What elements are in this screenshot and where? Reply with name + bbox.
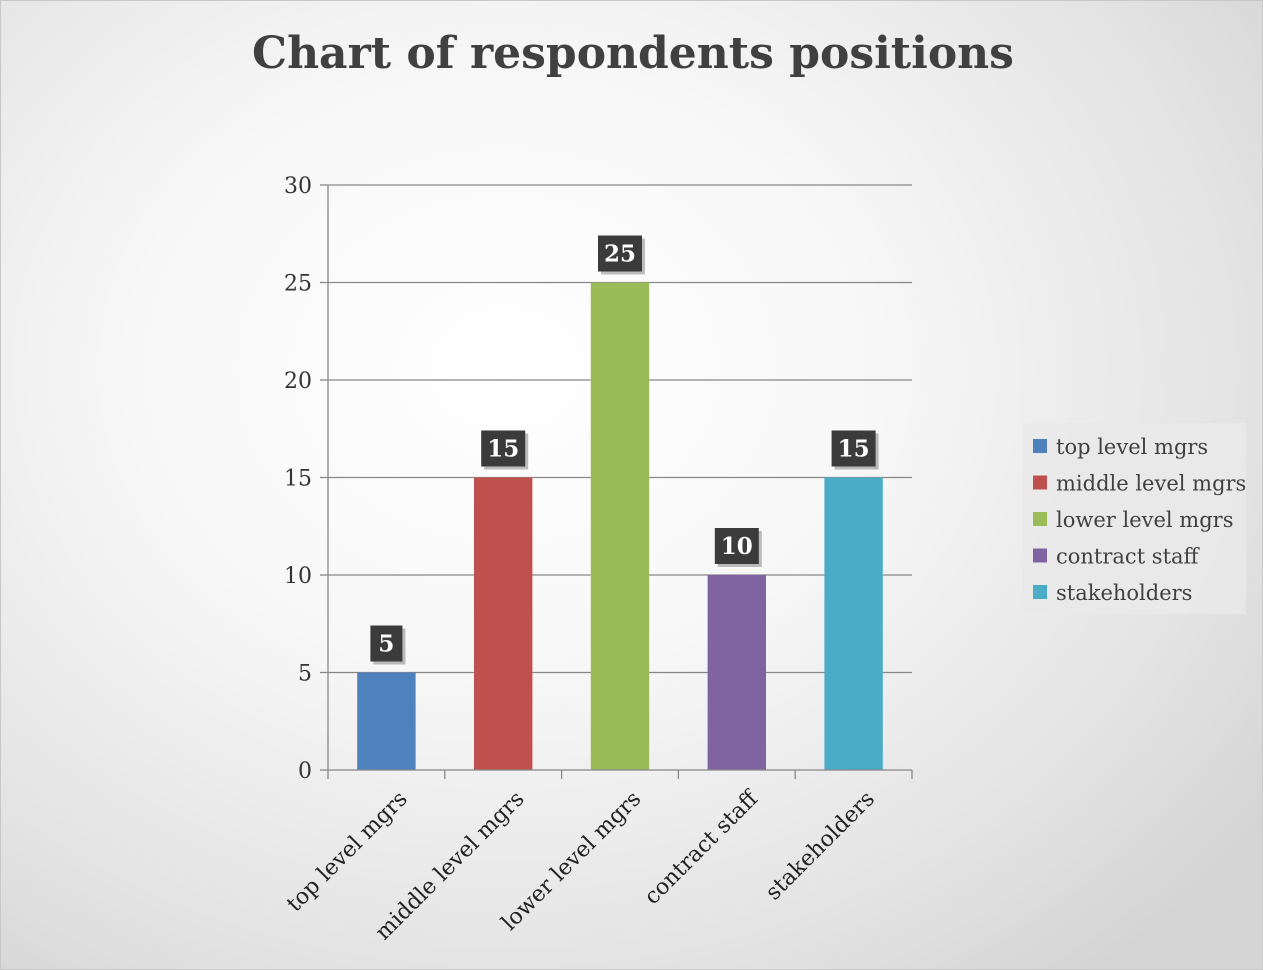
bar	[590, 282, 650, 770]
y-tick-label: 5	[298, 662, 312, 687]
legend-swatch	[1033, 548, 1047, 563]
y-tick-label: 10	[284, 564, 312, 589]
bar	[707, 575, 766, 770]
x-category-label: stakeholders	[761, 787, 880, 906]
legend-label: stakeholders	[1056, 581, 1192, 605]
legend-swatch	[1033, 475, 1047, 490]
chart-title: Chart of respondents positions	[252, 28, 1014, 79]
legend-label: contract staff	[1056, 545, 1201, 569]
data-label: 15	[838, 436, 870, 463]
legend-swatch	[1033, 512, 1047, 526]
legend-label: top level mgrs	[1056, 435, 1208, 459]
legend-swatch	[1033, 585, 1047, 599]
legend-label: lower level mgrs	[1056, 508, 1233, 532]
bar	[357, 672, 416, 770]
data-label: 10	[721, 533, 753, 560]
data-label: 5	[378, 631, 394, 658]
legend: top level mgrs middle level mgrs lower lev…	[1023, 423, 1246, 614]
x-category-label: top level mgrs	[282, 787, 412, 917]
bar	[824, 477, 883, 770]
y-tick-label: 0	[298, 759, 312, 784]
bar	[474, 477, 533, 770]
data-label-box	[831, 430, 876, 467]
data-label-box	[481, 430, 526, 467]
data-label-box	[370, 625, 403, 662]
y-tick-label: 20	[284, 369, 312, 394]
legend-swatch	[1033, 439, 1047, 453]
data-label: 25	[604, 241, 636, 268]
bars-layer	[357, 282, 883, 770]
data-label-box	[598, 235, 642, 272]
y-tick-label: 25	[284, 272, 312, 297]
data-labels-layer: 5 15 25 10 15	[370, 235, 879, 665]
y-tick-label: 30	[284, 174, 312, 199]
legend-box	[1023, 423, 1246, 614]
data-label-box	[714, 528, 759, 564]
data-label: 15	[487, 436, 519, 463]
x-category-label: contract staff	[640, 786, 764, 910]
y-tick-label: 15	[284, 467, 312, 492]
legend-label: middle level mgrs	[1056, 472, 1246, 496]
